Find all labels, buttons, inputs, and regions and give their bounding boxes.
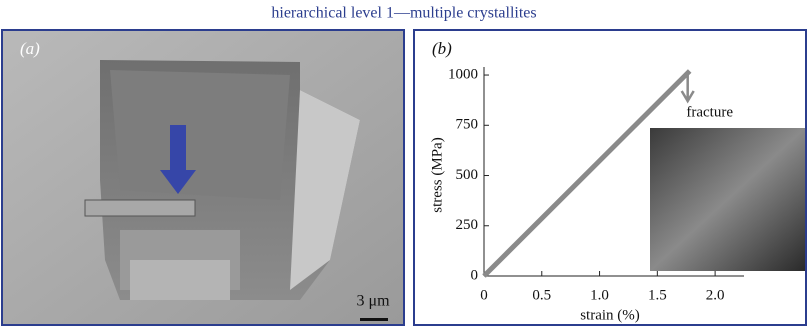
scale-bar-label: 3 μm — [356, 293, 390, 310]
x-axis-label: strain (%) — [580, 307, 640, 323]
y-tick-label: 250 — [456, 217, 479, 233]
y-tick-label: 0 — [471, 267, 479, 283]
x-tick-label: 1.0 — [590, 287, 609, 303]
panel-b-frame — [413, 29, 807, 326]
x-tick-label: 2.0 — [706, 287, 725, 303]
inset-sem-image — [650, 128, 805, 271]
y-tick-label: 750 — [456, 117, 479, 133]
x-tick-label: 1.5 — [648, 287, 667, 303]
panel-a-frame — [1, 29, 405, 326]
fracture-arrow — [680, 71, 695, 104]
annotation: fracture — [686, 104, 733, 120]
y-tick-label: 500 — [456, 167, 479, 183]
stress-strain-line — [482, 69, 692, 278]
y-axis-label: stress (MPa) — [429, 137, 445, 212]
y-tick-label: 1000 — [448, 66, 478, 82]
figure-title: hierarchical level 1—multiple crystallit… — [271, 5, 536, 22]
panel-label: (b) — [432, 39, 452, 58]
x-tick-label: 0 — [480, 287, 488, 303]
sem-image — [3, 31, 403, 324]
x-tick-label: 0.5 — [532, 287, 551, 303]
panel-label: (a) — [20, 39, 40, 58]
